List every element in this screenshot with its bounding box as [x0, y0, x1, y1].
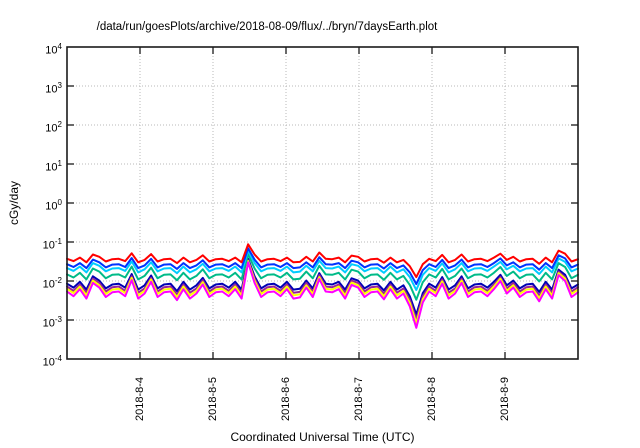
y-tick-label: 103: [45, 81, 62, 96]
x-tick-label: 2018-8-6: [279, 376, 292, 421]
x-axis-label: Coordinated Universal Time (UTC): [230, 430, 415, 444]
x-tick-label: 2018-8-8: [426, 376, 438, 421]
plot-title: /data/run/goesPlots/archive/2018-08-09/f…: [96, 21, 438, 33]
plot-border: [66, 46, 579, 360]
x-tick-label: 2018-8-9: [499, 376, 511, 421]
x-tick-label: 2018-8-5: [206, 376, 219, 421]
y-tick-label: 10-3: [42, 315, 62, 330]
y-tick-label: 100: [45, 198, 62, 213]
series-line-navy: [66, 257, 579, 316]
series-line-magenta: [66, 261, 579, 329]
series-line-cyan: [66, 249, 579, 291]
y-tick-label: 102: [45, 120, 62, 135]
y-tick-label: 104: [45, 42, 62, 57]
y-tick-label: 10-4: [42, 354, 62, 369]
y-tick-label: 101: [45, 159, 62, 174]
series-line-red: [66, 243, 579, 279]
y-tick-label: 10-1: [42, 237, 62, 252]
series-line-teal: [66, 253, 579, 301]
y-tick-label: 10-2: [42, 276, 62, 291]
series-line-blue: [66, 247, 579, 286]
x-tick-label: 2018-8-4: [133, 376, 146, 421]
x-tick-label: 2018-8-7: [353, 376, 365, 421]
